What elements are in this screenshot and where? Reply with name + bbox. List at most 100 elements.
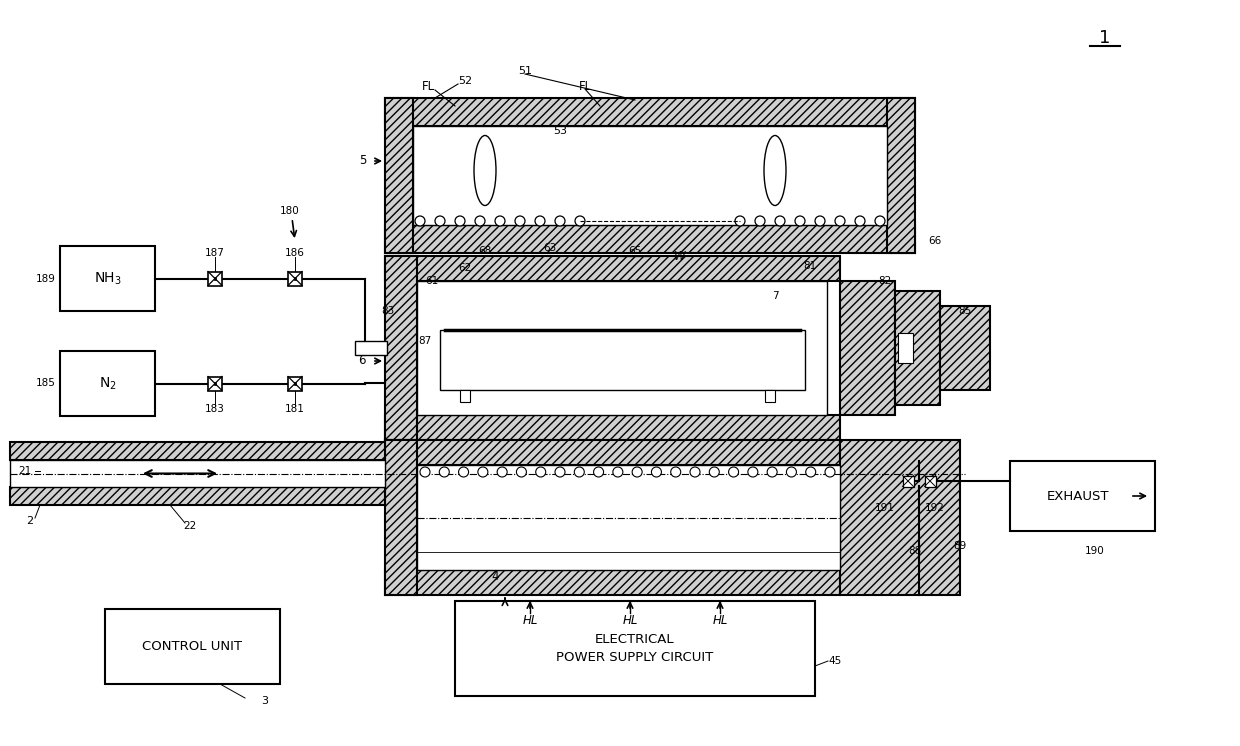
Text: FL: FL <box>578 80 591 93</box>
Bar <box>413 126 887 225</box>
Circle shape <box>515 216 525 226</box>
Bar <box>384 256 839 281</box>
Text: HL: HL <box>522 615 538 627</box>
Circle shape <box>556 216 565 226</box>
Bar <box>384 415 839 440</box>
Text: 191: 191 <box>875 503 895 513</box>
Bar <box>288 272 303 286</box>
Circle shape <box>497 467 507 477</box>
Bar <box>60 351 155 416</box>
Bar <box>208 377 222 390</box>
Text: 6: 6 <box>358 354 366 368</box>
Bar <box>10 460 384 487</box>
Bar <box>384 225 915 253</box>
Circle shape <box>875 216 885 226</box>
Bar <box>440 330 805 390</box>
Circle shape <box>671 467 681 477</box>
Circle shape <box>613 467 622 477</box>
Bar <box>294 382 296 385</box>
Circle shape <box>575 216 585 226</box>
Circle shape <box>495 216 505 226</box>
Text: FL: FL <box>422 80 434 93</box>
Text: 189: 189 <box>36 274 56 283</box>
Circle shape <box>795 216 805 226</box>
Text: 190: 190 <box>1085 546 1105 556</box>
Text: 85: 85 <box>959 306 972 316</box>
Circle shape <box>516 467 527 477</box>
Text: 69: 69 <box>513 336 527 346</box>
Text: 65: 65 <box>629 246 641 256</box>
Bar <box>898 333 913 363</box>
Bar <box>208 272 222 286</box>
Bar <box>839 440 960 595</box>
Circle shape <box>455 216 465 226</box>
Circle shape <box>856 216 866 226</box>
Text: 87: 87 <box>418 336 432 346</box>
Text: 64: 64 <box>588 336 601 346</box>
Circle shape <box>459 467 469 477</box>
Bar <box>887 98 915 253</box>
Text: 52: 52 <box>458 76 472 86</box>
Circle shape <box>748 467 758 477</box>
Bar <box>903 475 914 486</box>
Circle shape <box>729 467 739 477</box>
Circle shape <box>775 216 785 226</box>
Text: 74: 74 <box>553 336 567 346</box>
Circle shape <box>768 467 777 477</box>
Bar <box>455 601 815 696</box>
Text: 51: 51 <box>518 66 532 76</box>
Text: 21: 21 <box>19 466 32 476</box>
Circle shape <box>536 467 546 477</box>
Bar <box>384 570 839 595</box>
Text: CONTROL UNIT: CONTROL UNIT <box>143 640 243 653</box>
Circle shape <box>477 467 487 477</box>
Bar <box>288 377 303 390</box>
Text: 66: 66 <box>929 236 941 246</box>
Text: 187: 187 <box>205 248 224 259</box>
Bar <box>384 98 413 253</box>
Circle shape <box>475 216 485 226</box>
Bar <box>417 465 839 570</box>
Circle shape <box>651 467 661 477</box>
Circle shape <box>815 216 825 226</box>
Circle shape <box>825 467 835 477</box>
Text: 45: 45 <box>828 656 842 666</box>
Text: 181: 181 <box>285 404 305 413</box>
Text: EXHAUST: EXHAUST <box>1047 489 1109 503</box>
Text: NH$_3$: NH$_3$ <box>93 270 122 286</box>
Bar <box>1011 461 1154 531</box>
Text: 68: 68 <box>479 246 491 256</box>
Bar <box>384 256 417 440</box>
Text: 62: 62 <box>459 263 471 273</box>
Text: 89: 89 <box>954 541 967 551</box>
Text: 183: 183 <box>205 404 224 413</box>
Text: 192: 192 <box>925 503 945 513</box>
Text: 86: 86 <box>749 336 761 346</box>
Circle shape <box>439 467 449 477</box>
Circle shape <box>574 467 584 477</box>
Bar <box>925 475 935 486</box>
Bar <box>105 609 280 684</box>
Text: 186: 186 <box>285 248 305 259</box>
Text: 53: 53 <box>553 126 567 136</box>
Text: 10: 10 <box>693 336 707 346</box>
Text: 61: 61 <box>425 276 439 286</box>
Circle shape <box>435 216 445 226</box>
Circle shape <box>735 216 745 226</box>
Text: HL: HL <box>622 615 637 627</box>
Bar <box>384 440 839 465</box>
Ellipse shape <box>474 136 496 205</box>
Text: N$_2$: N$_2$ <box>99 375 117 392</box>
Circle shape <box>709 467 719 477</box>
Bar <box>417 281 827 415</box>
Text: 63: 63 <box>543 243 557 253</box>
Bar <box>384 98 915 126</box>
Bar <box>294 277 296 280</box>
Text: 1: 1 <box>1100 29 1111 47</box>
Text: W: W <box>675 249 686 263</box>
Circle shape <box>420 467 430 477</box>
Circle shape <box>534 216 546 226</box>
Text: 83: 83 <box>382 306 394 316</box>
Ellipse shape <box>764 136 786 205</box>
Bar <box>60 246 155 311</box>
